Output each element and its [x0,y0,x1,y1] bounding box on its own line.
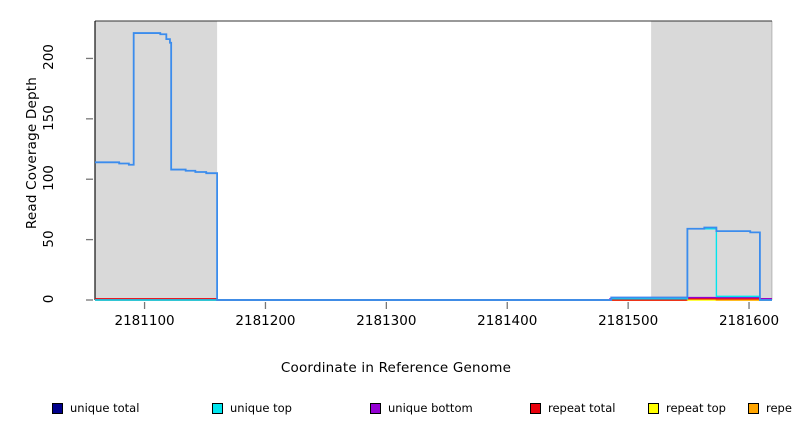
legend-item-repeat-top: repeat top [648,401,726,415]
legend-item-unique-bottom: unique bottom [370,401,473,415]
y-axis-title: Read Coverage Depth [24,76,40,230]
legend-item-unique-total: unique total [52,401,139,415]
x-tick-label-2181600: 2181600 [718,313,780,329]
legend-item-repeat-bottom: repeat bottom [748,401,792,415]
x-tick-label-2181300: 2181300 [356,313,417,329]
repeat-region-right [651,21,772,300]
x-tick-label-2181500: 2181500 [598,313,659,329]
y-tick-label-200: 200 [41,44,57,71]
chart-legend: unique total unique top unique bottom repea… [0,398,792,418]
x-tick-label-2181100: 2181100 [114,313,175,329]
series-layer [95,32,772,301]
legend-swatch-unique-bottom-icon [370,402,381,414]
y-tick-label-100: 100 [41,165,57,192]
legend-label: repeat total [548,401,616,415]
plot-border-layer [94,20,773,300]
x-axis-title: Coordinate in Reference Genome [280,360,512,376]
y-tick-label-150: 150 [41,104,57,131]
axis-ticks-layer [86,57,750,309]
legend-label: unique top [230,401,292,415]
legend-label: repeat bottom [766,401,792,415]
y-tick-label-50: 50 [41,230,57,248]
legend-swatch-repeat-top-icon [648,402,659,414]
legend-label: repeat top [666,401,726,415]
y-tick-label-0: 0 [41,294,57,304]
legend-item-unique-top: unique top [212,401,292,415]
x-tick-label-2181400: 2181400 [477,313,538,329]
legend-item-repeat-total: repeat total [530,401,615,415]
legend-label: unique bottom [388,401,473,415]
shaded-regions-layer [95,21,772,300]
series-line-unique-total [95,32,772,301]
legend-swatch-repeat-bottom-icon [748,402,759,414]
x-tick-label-2181200: 2181200 [235,313,296,329]
repeat-region-left [95,21,218,300]
legend-swatch-unique-top-icon [212,402,223,414]
legend-swatch-repeat-total-icon [530,402,541,414]
legend-swatch-unique-total-icon [52,402,63,414]
legend-label: unique total [70,401,140,415]
